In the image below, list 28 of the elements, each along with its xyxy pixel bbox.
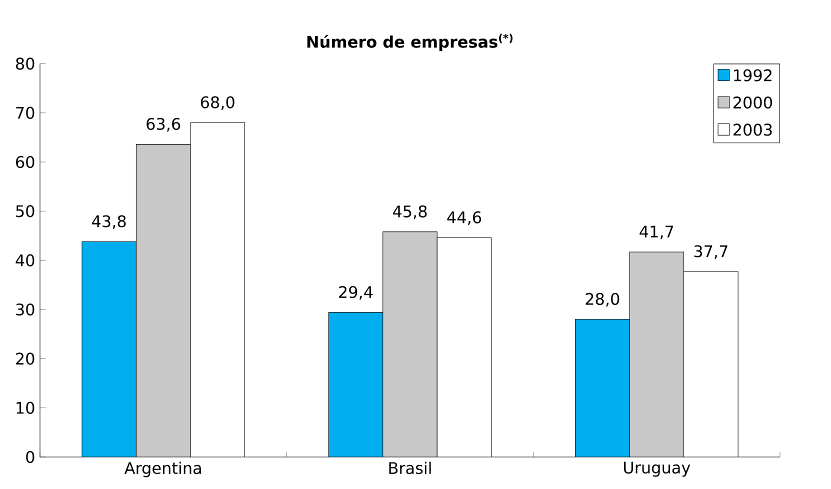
data-label: 44,6	[447, 211, 482, 226]
legend-label: 2003	[734, 124, 772, 136]
y-tick-label: 70	[16, 106, 34, 119]
y-tick-label: 50	[16, 205, 34, 218]
y-tick-label: 60	[16, 156, 34, 168]
y-tick-label: 10	[16, 402, 34, 414]
y-tick-label: 30	[16, 303, 34, 316]
data-label: 45,8	[392, 205, 427, 220]
bar	[382, 232, 438, 457]
legend-label: 1992	[734, 69, 772, 82]
bar	[629, 252, 684, 457]
data-label: 63,6	[146, 118, 180, 132]
y-tick-label: 40	[16, 254, 34, 266]
x-tick-label: Brasil	[389, 462, 431, 474]
y-tick-label: 0	[26, 450, 34, 464]
y-tick-label: 20	[16, 352, 34, 365]
data-label: 37,7	[694, 245, 728, 259]
data-label: 41,7	[640, 226, 674, 240]
legend-label: 2000	[734, 96, 772, 109]
bar	[136, 144, 190, 457]
data-label: 43,8	[92, 215, 126, 229]
y-tick-label: 80	[16, 58, 34, 70]
chart-title: Número de empresas$^{(*)}$	[307, 34, 513, 51]
data-label: 29,4	[339, 286, 373, 300]
data-label: 68,0	[200, 96, 234, 110]
data-label: 28,0	[586, 292, 620, 307]
x-tick-label: Argentina	[124, 462, 201, 478]
x-tick-label: Uruguay	[624, 462, 690, 477]
